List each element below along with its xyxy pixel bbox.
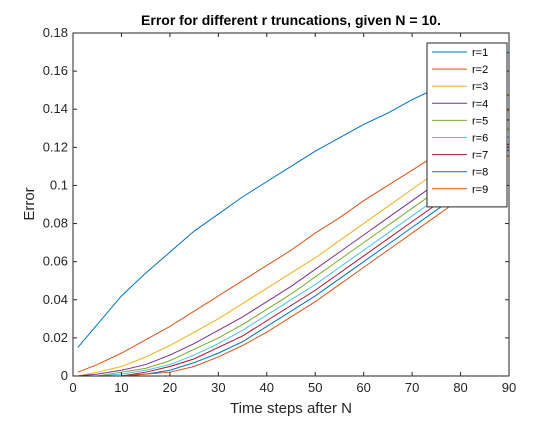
legend-label-r5: r=5: [472, 115, 488, 127]
y-tick-label: 0: [61, 368, 68, 383]
x-tick-label: 30: [211, 380, 225, 395]
y-tick-label: 0.1: [50, 177, 68, 192]
x-tick-label: 0: [69, 380, 76, 395]
y-tick-label: 0.04: [43, 292, 68, 307]
x-axis-label: Time steps after N: [230, 400, 352, 417]
legend-box: [426, 42, 508, 208]
y-tick-label: 0.16: [43, 63, 68, 78]
y-axis-label: Error: [21, 187, 38, 220]
tick-group: 0 10 20 30 40 50 60 70 80 90 0 0.02 0.04 0.06 0.08 0.1 0…: [43, 25, 517, 395]
x-tick-label: 90: [502, 380, 516, 395]
plot-frame: [72, 32, 510, 377]
legend-label-r8: r=8: [472, 167, 488, 179]
legend-label-r9: r=9: [472, 184, 488, 196]
legend-label-r7: r=7: [472, 150, 488, 162]
y-tick-label: 0.06: [43, 254, 68, 269]
x-tick-label: 50: [308, 380, 322, 395]
legend-label-r1: r=1: [472, 47, 488, 59]
legend-label-r4: r=4: [472, 98, 488, 110]
x-tick-label: 20: [163, 380, 177, 395]
x-tick-label: 80: [453, 380, 467, 395]
y-tick-label: 0.14: [43, 101, 68, 116]
legend: r=1 r=2 r=3 r=4 r=5 r=6 r=7 r=8 r=9: [426, 42, 508, 208]
y-tick-label: 0.02: [43, 330, 68, 345]
y-tick-label: 0.12: [43, 139, 68, 154]
x-tick-label: 70: [405, 380, 419, 395]
y-tick-label: 0.08: [43, 216, 68, 231]
chart-title: Error for different r truncations, given…: [141, 12, 441, 28]
y-tick-label: 0.18: [43, 25, 68, 40]
legend-label-r3: r=3: [472, 81, 488, 93]
legend-label-r6: r=6: [472, 133, 488, 145]
series-line-r9: [77, 154, 510, 377]
x-tick-label: 10: [114, 380, 128, 395]
x-tick-label: 60: [356, 380, 370, 395]
legend-label-r2: r=2: [472, 64, 488, 76]
x-tick-label: 40: [260, 380, 274, 395]
